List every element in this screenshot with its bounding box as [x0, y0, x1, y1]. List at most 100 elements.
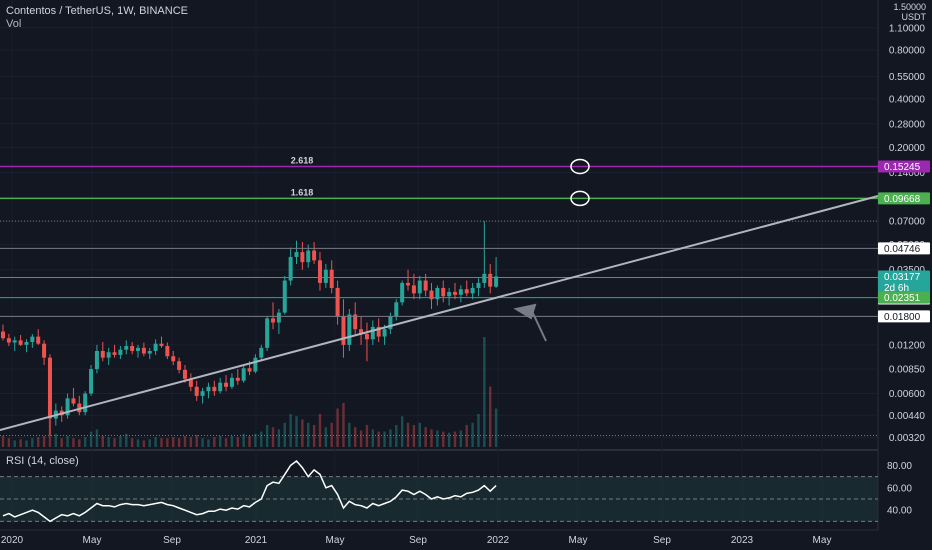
- volume-bar: [265, 425, 269, 447]
- volume-bar: [195, 434, 198, 447]
- price-tag-bg: [878, 281, 930, 294]
- drawings[interactable]: 2.618 1.618: [0, 155, 879, 436]
- candle-body: [159, 343, 164, 347]
- candle-body: [42, 343, 47, 358]
- grid: [0, 0, 879, 531]
- volume-bar: [348, 422, 351, 447]
- fib-price-tag-bg: [878, 192, 930, 205]
- price-tick-label: 0.07000: [889, 217, 926, 228]
- volume-bar: [113, 438, 116, 447]
- volume-bar: [101, 436, 104, 447]
- candle-body: [452, 291, 457, 295]
- rsi-background-band: [0, 476, 878, 522]
- candle-body: [288, 256, 293, 281]
- volume-bar: [430, 429, 433, 447]
- price-tag-bg: [878, 242, 930, 255]
- candle-body: [12, 340, 17, 343]
- volume-bar: [224, 438, 228, 447]
- rsi-tick-label: 80.00: [887, 461, 912, 472]
- volume-bar: [453, 431, 457, 447]
- candle-body: [382, 329, 387, 337]
- candle-body: [388, 316, 393, 330]
- candle-body: [212, 386, 217, 392]
- volume-bar: [242, 433, 245, 447]
- volume-bar: [412, 425, 416, 447]
- candle-body: [18, 340, 23, 345]
- price-tick-label: 0.28000: [889, 119, 926, 130]
- candle-body: [335, 287, 340, 317]
- price-tick-label: 0.01200: [889, 340, 926, 351]
- volume-bar: [7, 438, 11, 447]
- price-tick-label: 0.00850: [889, 365, 926, 376]
- price-tag-label: 0.04746: [884, 244, 921, 255]
- time-tick-label: 2022: [487, 535, 510, 546]
- volume-bar: [301, 419, 304, 447]
- candle-body: [476, 282, 481, 288]
- time-tick-label: Sep: [653, 535, 671, 546]
- volume-bar: [283, 422, 286, 447]
- symbol-legend: Contentos / TetherUS, 1W, BINANCE Vol: [6, 5, 188, 31]
- candle-body: [6, 338, 11, 343]
- volume-bar: [207, 439, 210, 447]
- volume-bar: [142, 440, 146, 447]
- time-tick-label: May: [326, 535, 345, 546]
- candle-body: [147, 350, 152, 354]
- candle-body: [36, 336, 41, 344]
- candle-body: [177, 361, 182, 370]
- symbol-title: Contentos / TetherUS, 1W, BINANCE: [6, 5, 188, 17]
- candle-body: [458, 289, 463, 295]
- candle-body: [306, 250, 311, 263]
- volume-bar: [471, 422, 474, 447]
- volume-bar: [494, 408, 498, 447]
- price-tick-label: 0.55000: [889, 72, 926, 83]
- candle-body: [300, 252, 305, 263]
- candle-body: [106, 352, 111, 358]
- candle-body: [359, 329, 364, 335]
- candle-body: [165, 346, 170, 357]
- candle-body: [171, 356, 176, 362]
- volume-bars: [1, 337, 498, 447]
- volume-bar: [271, 427, 275, 447]
- candle-body: [200, 391, 205, 396]
- volume-bar: [260, 431, 263, 447]
- candle-body: [100, 350, 105, 358]
- axis-unit-top: 1.50000: [893, 2, 926, 12]
- volume-bar: [442, 431, 445, 447]
- volume-bar: [354, 427, 357, 447]
- time-tick-label: Sep: [409, 535, 427, 546]
- volume-bar: [25, 440, 28, 447]
- candle-body: [218, 382, 223, 392]
- time-tick-label: May: [813, 535, 832, 546]
- candle-body: [470, 287, 475, 294]
- volume-bar: [1, 436, 5, 447]
- price-tick-label: 0.00600: [889, 389, 926, 400]
- price-tag-bg: [878, 270, 930, 283]
- candle-body: [276, 312, 281, 323]
- candle-body: [89, 369, 94, 394]
- candle-body: [488, 273, 493, 287]
- candle-body: [235, 377, 240, 381]
- volume-bar: [489, 386, 492, 447]
- time-tick-label: 2023: [731, 535, 754, 546]
- volume-bar: [72, 438, 75, 447]
- volume-bar: [400, 416, 404, 447]
- volume-bar: [365, 425, 369, 447]
- rsi-series: [2, 459, 497, 523]
- volume-bar: [189, 437, 193, 447]
- volume-bar: [107, 437, 110, 447]
- candle-body: [247, 368, 252, 372]
- volume-bar: [342, 403, 345, 447]
- volume-bar: [477, 414, 480, 447]
- time-tick-label: 2020: [1, 535, 24, 546]
- candle-body: [347, 314, 352, 345]
- volume-bar: [383, 431, 386, 447]
- volume-bar: [289, 414, 292, 447]
- volume-legend: Vol: [6, 18, 22, 30]
- candle-body: [370, 326, 375, 340]
- volume-bar: [130, 438, 134, 447]
- candle-body: [317, 260, 322, 283]
- candle-body: [194, 386, 199, 396]
- fib-price-tag-bg: [878, 160, 930, 173]
- candle-body: [494, 276, 499, 287]
